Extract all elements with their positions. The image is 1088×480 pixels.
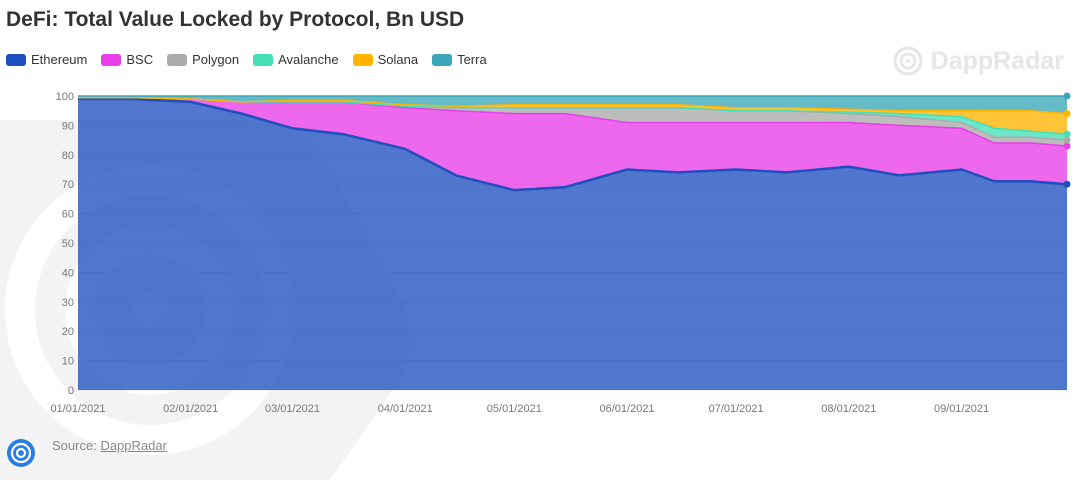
legend-label-bsc: BSC (126, 52, 154, 67)
area-ethereum (78, 98, 1067, 391)
y-tick-label: 50 (62, 238, 74, 250)
line-ethereum (78, 97, 1068, 192)
legend-label-avalanche: Avalanche (278, 52, 339, 67)
x-tick-label: 05/01/2021 (487, 403, 542, 415)
legend-item-terra[interactable]: Terra (432, 52, 487, 67)
legend-swatch-bsc (101, 53, 122, 66)
x-tick-label: 03/01/2021 (265, 403, 320, 415)
x-tick-label: 06/01/2021 (600, 403, 655, 415)
source-caption: Source: DappRadar (52, 438, 167, 453)
legend-item-solana[interactable]: Solana (352, 52, 419, 67)
x-tick-label: 01/01/2021 (50, 403, 105, 415)
legend-swatch-avalanche (253, 53, 274, 66)
end-point-polygon[interactable] (1063, 136, 1071, 144)
end-point-ethereum[interactable] (1063, 180, 1071, 188)
legend-swatch-ethereum (6, 53, 26, 66)
chart-title: DeFi: Total Value Locked by Protocol, Bn… (6, 8, 465, 31)
y-tick-label: 40 (62, 267, 74, 279)
area-polygon (78, 97, 1067, 146)
legend-swatch-solana (352, 53, 373, 66)
line-solana (78, 96, 1068, 115)
x-tick-label: 08/01/2021 (821, 403, 876, 415)
end-point-avalanche[interactable] (1063, 130, 1071, 138)
legend-label-solana: Solana (377, 52, 419, 67)
x-tick-label: 02/01/2021 (163, 403, 218, 415)
y-axis: 0 10 20 30 40 50 60 70 80 90 100 (56, 91, 74, 397)
brand-name: DappRadar (930, 46, 1064, 75)
end-point-terra[interactable] (1063, 92, 1071, 100)
y-tick-label: 0 (68, 385, 74, 397)
y-tick-label: 30 (62, 297, 74, 309)
source-label: Source: (52, 438, 97, 453)
legend-item-ethereum[interactable]: Ethereum (6, 52, 87, 67)
legend-label-ethereum: Ethereum (31, 52, 88, 67)
chart-lines (78, 92, 1071, 192)
source-logo (6, 438, 36, 473)
legend-swatch-polygon (167, 53, 188, 66)
y-tick-label: 90 (62, 120, 74, 132)
x-axis: 01/01/2021 02/01/2021 03/01/2021 04/01/2021… (50, 403, 989, 415)
dappradar-small-logo-icon (7, 439, 35, 467)
y-tick-label: 70 (62, 179, 74, 191)
legend-label-terra: Terra (457, 52, 487, 67)
end-point-bsc[interactable] (1063, 142, 1071, 150)
legend-item-bsc[interactable]: BSC (101, 52, 153, 67)
legend-swatch-terra (432, 53, 453, 66)
chart-areas (78, 96, 1067, 391)
x-tick-label: 09/01/2021 (934, 403, 989, 415)
legend-label-polygon: Polygon (192, 52, 240, 67)
legend-item-polygon[interactable]: Polygon (167, 52, 239, 67)
x-tick-label: 04/01/2021 (378, 403, 433, 415)
y-tick-label: 100 (56, 91, 74, 103)
dappradar-logo-icon (893, 46, 923, 76)
source-link[interactable]: DappRadar (100, 438, 167, 453)
brand-watermark: DappRadar (893, 46, 1064, 76)
area-bsc (78, 97, 1067, 191)
legend-item-avalanche[interactable]: Avalanche (253, 52, 339, 67)
y-tick-label: 20 (62, 326, 74, 338)
y-tick-label: 10 (62, 356, 74, 368)
y-tick-label: 60 (62, 209, 74, 221)
x-tick-label: 07/01/2021 (709, 403, 764, 415)
legend: Ethereum BSC Polygon Avalanche Solana Te… (6, 52, 487, 67)
y-tick-label: 80 (62, 150, 74, 162)
end-point-solana[interactable] (1063, 110, 1071, 118)
